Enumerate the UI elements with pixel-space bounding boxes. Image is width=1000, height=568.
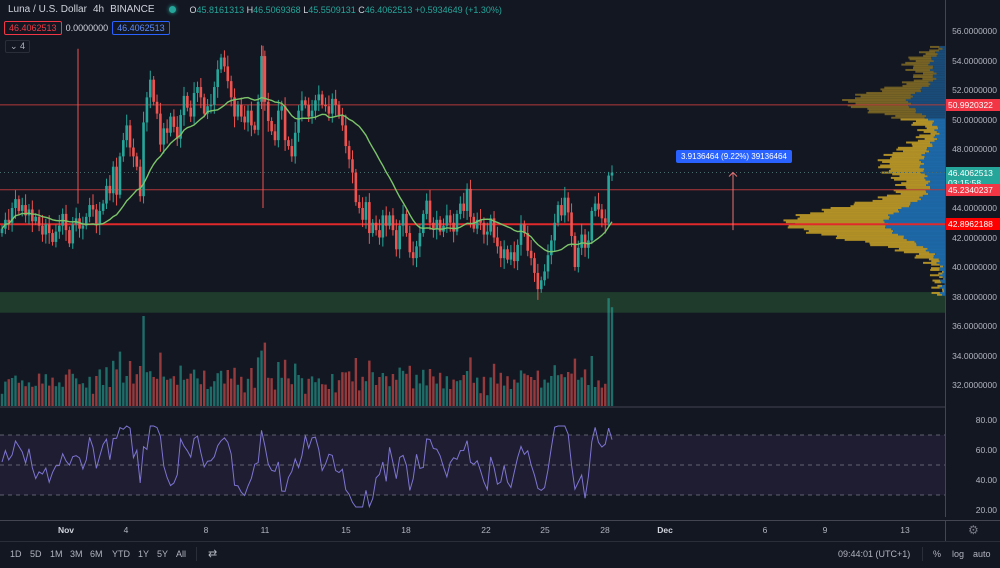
rsi-label: 80.00 <box>976 415 997 425</box>
rsi-label: 60.00 <box>976 445 997 455</box>
time-label: 4 <box>124 525 129 535</box>
range-button-1y[interactable]: 1Y <box>138 549 149 559</box>
price-label: 44.0000000 <box>952 203 997 213</box>
divider <box>922 547 923 561</box>
price-label: 48.0000000 <box>952 144 997 154</box>
indicator-values: 46.4062513 0.0000000 46.4062513 <box>4 21 170 35</box>
symbol-header: Luna / U.S. Dollar 4h BINANCE O45.816131… <box>8 4 502 15</box>
volume-profile <box>783 46 945 298</box>
range-button-5d[interactable]: 5D <box>30 549 42 559</box>
price-tag: 45.2340237 <box>946 184 1000 196</box>
time-label: 25 <box>540 525 549 535</box>
exchange: BINANCE <box>110 4 154 15</box>
price-tag: 50.9920322 <box>946 99 1000 111</box>
time-label: 13 <box>900 525 909 535</box>
price-label: 36.0000000 <box>952 321 997 331</box>
auto-toggle[interactable]: auto <box>973 549 991 559</box>
price-label: 34.0000000 <box>952 351 997 361</box>
volume-bars <box>1 298 613 406</box>
price-axis[interactable]: 56.0000000 54.0000000 52.0000000 50.0000000… <box>945 0 1000 517</box>
price-label: 50.0000000 <box>952 115 997 125</box>
rsi-label: 40.00 <box>976 475 997 485</box>
range-button-5y[interactable]: 5Y <box>157 549 168 559</box>
time-label: Dec <box>657 525 673 535</box>
symbol-name[interactable]: Luna / U.S. Dollar <box>8 4 87 15</box>
range-button-ytd[interactable]: YTD <box>112 549 130 559</box>
ohlc-values: O45.8161313 H46.5069368 L45.5509131 C46.… <box>190 5 502 15</box>
market-open-icon <box>169 6 176 13</box>
support-zone[interactable] <box>0 292 945 313</box>
price-label: 40.0000000 <box>952 262 997 272</box>
time-label: 8 <box>204 525 209 535</box>
chart-pane[interactable]: Luna / U.S. Dollar 4h BINANCE O45.816131… <box>0 0 945 517</box>
time-label: 15 <box>341 525 350 535</box>
interval[interactable]: 4h <box>93 4 104 15</box>
gear-icon[interactable]: ⚙ <box>968 523 979 537</box>
measure-label: 3.9136464 (9.22%) 39136464 <box>676 150 792 163</box>
time-label: Nov <box>58 525 74 535</box>
price-label: 42.0000000 <box>952 233 997 243</box>
time-label: 22 <box>481 525 490 535</box>
goto-date-icon[interactable]: ⇄ <box>208 547 217 560</box>
divider <box>196 547 197 561</box>
range-button-3m[interactable]: 3M <box>70 549 83 559</box>
range-button-all[interactable]: All <box>176 549 186 559</box>
time-label: 9 <box>823 525 828 535</box>
indicator-value-blue: 46.4062513 <box>112 21 170 35</box>
rsi-label: 20.00 <box>976 505 997 515</box>
price-label: 32.0000000 <box>952 380 997 390</box>
price-label: 52.0000000 <box>952 85 997 95</box>
price-chart[interactable] <box>0 0 945 517</box>
range-button-1d[interactable]: 1D <box>10 549 22 559</box>
time-axis[interactable]: Nov 4 8 11 15 18 22 25 28 Dec 6 9 13 <box>0 520 945 541</box>
log-toggle[interactable]: log <box>952 549 964 559</box>
percent-toggle[interactable]: % <box>933 549 941 559</box>
price-tag: 42.8962188 <box>946 218 1000 230</box>
chart-settings-button[interactable]: ⚙ <box>945 520 1000 541</box>
time-label: 28 <box>600 525 609 535</box>
clock[interactable]: 09:44:01 (UTC+1) <box>838 549 910 559</box>
indicator-value-neutral: 0.0000000 <box>66 23 109 33</box>
time-label: 18 <box>401 525 410 535</box>
price-label: 38.0000000 <box>952 292 997 302</box>
time-label: 11 <box>261 525 270 535</box>
price-label: 54.0000000 <box>952 56 997 66</box>
price-label: 56.0000000 <box>952 26 997 36</box>
time-label: 6 <box>763 525 768 535</box>
range-button-6m[interactable]: 6M <box>90 549 103 559</box>
range-button-1m[interactable]: 1M <box>50 549 63 559</box>
indicator-value-red: 46.4062513 <box>4 21 62 35</box>
collapse-indicators-button[interactable]: ⌄ 4 <box>5 40 30 53</box>
